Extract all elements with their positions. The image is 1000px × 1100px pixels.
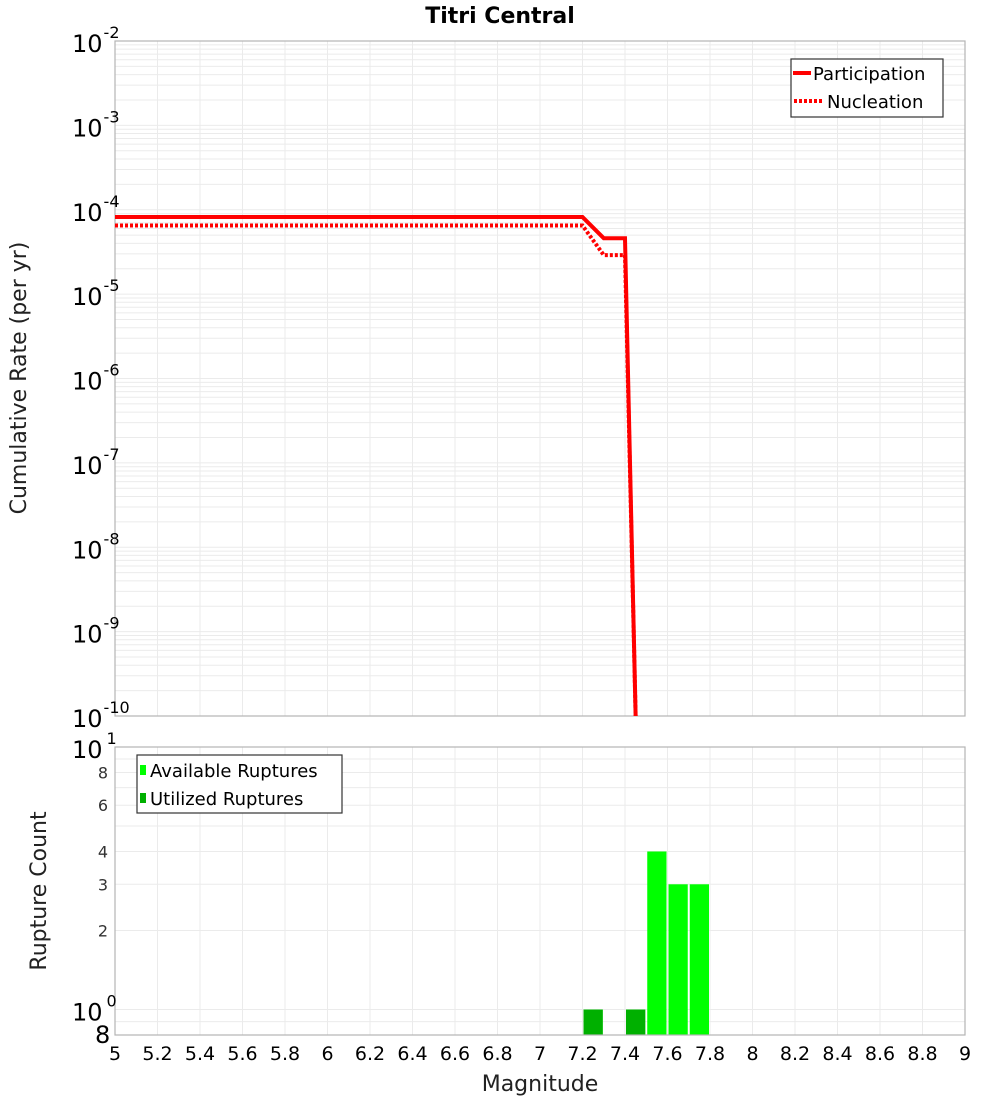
x-tick-label: 5.6 (227, 1043, 257, 1065)
rate-grid (115, 41, 966, 716)
rate-plot-frame (114, 40, 966, 717)
y-tick-label: 10-3 (72, 107, 120, 142)
y-tick-label: 2 (98, 922, 108, 941)
legend-participation: Participation (813, 64, 925, 85)
rate-y-axis-label: Cumulative Rate (per yr) (7, 242, 32, 515)
x-tick-label: 7.6 (652, 1043, 682, 1065)
x-tick-label: 5.4 (185, 1043, 215, 1065)
rate-legend-box (790, 58, 944, 118)
rate-series (115, 215, 638, 717)
x-tick-label: 5 (109, 1043, 121, 1065)
x-tick-label: 6.8 (482, 1043, 512, 1065)
y-tick-label: 10-9 (72, 614, 120, 649)
available-bar (647, 851, 667, 1035)
y-tick-label: 10-4 (72, 192, 120, 227)
y-tick-label: 10-10 (72, 698, 130, 733)
y-tick-label: 6 (98, 796, 108, 815)
y-tick-label: 10-6 (72, 361, 120, 396)
x-tick-label: 6.2 (355, 1043, 385, 1065)
x-tick-label: 6.4 (397, 1043, 427, 1065)
count-legend: Available Ruptures Utilized Ruptures (136, 754, 343, 814)
y-tick-label: 10 1 (72, 729, 117, 764)
available-bar (668, 884, 688, 1035)
x-tick-label: 6 (321, 1043, 333, 1065)
rate-legend: Participation Nucleation (790, 58, 944, 118)
x-tick-label: 8.8 (907, 1043, 937, 1065)
x-tick-label: 5.8 (270, 1043, 300, 1065)
available-bar (689, 884, 709, 1035)
y-tick-label: 10-5 (72, 276, 120, 311)
x-tick-label: 8.2 (780, 1043, 810, 1065)
x-tick-label: 7.2 (567, 1043, 597, 1065)
chart-title: Titri Central (425, 4, 575, 29)
count-y-axis-label: Rupture Count (27, 811, 52, 971)
y-tick-label: 3 (98, 875, 108, 894)
x-axis-label: Magnitude (482, 1072, 599, 1097)
y-tick-label: 10-2 (72, 23, 120, 58)
x-tick-label: 8 (746, 1043, 758, 1065)
x-tick-label: 8.4 (822, 1043, 852, 1065)
y-tick-label: 4 (98, 842, 108, 861)
count-bars (583, 851, 709, 1035)
rate-panel: 10-2 10-3 10-4 10-5 10-6 10-7 10-8 10-9 10-10 Cu… (7, 23, 966, 733)
rate-y-ticks: 10-2 10-3 10-4 10-5 10-6 10-7 10-8 10-9 10-10 (72, 23, 130, 733)
utilized-legend-icon (140, 793, 146, 803)
y-tick-label: 10 0 (72, 992, 117, 1027)
legend-nucleation: Nucleation (827, 92, 923, 113)
legend-available: Available Ruptures (150, 761, 318, 782)
y-tick-label: 10-7 (72, 445, 120, 480)
utilized-bar (583, 1009, 603, 1035)
nucleation-line (115, 223, 638, 717)
x-tick-label: 6.6 (440, 1043, 470, 1065)
y-tick-label: 10-8 (72, 529, 120, 564)
available-legend-icon (140, 765, 146, 775)
count-plot-frame (114, 746, 966, 1036)
legend-utilized: Utilized Ruptures (150, 789, 303, 810)
x-axis-ticks: 5 5.2 5.4 5.6 5.8 6 6.2 6.4 6.6 6.8 7 7.2 7.4 7.6 7.8 8… (109, 1043, 971, 1065)
y-tick-label: 8 (95, 1021, 110, 1049)
utilized-bar (626, 1009, 646, 1035)
count-legend-box (136, 754, 343, 814)
x-tick-label: 7.4 (610, 1043, 640, 1065)
x-tick-label: 9 (959, 1043, 971, 1065)
x-tick-label: 5.2 (142, 1043, 172, 1065)
x-tick-label: 7 (534, 1043, 546, 1065)
x-tick-label: 8.6 (865, 1043, 895, 1065)
y-tick-label: 8 (98, 763, 108, 782)
x-tick-label: 7.8 (695, 1043, 725, 1065)
